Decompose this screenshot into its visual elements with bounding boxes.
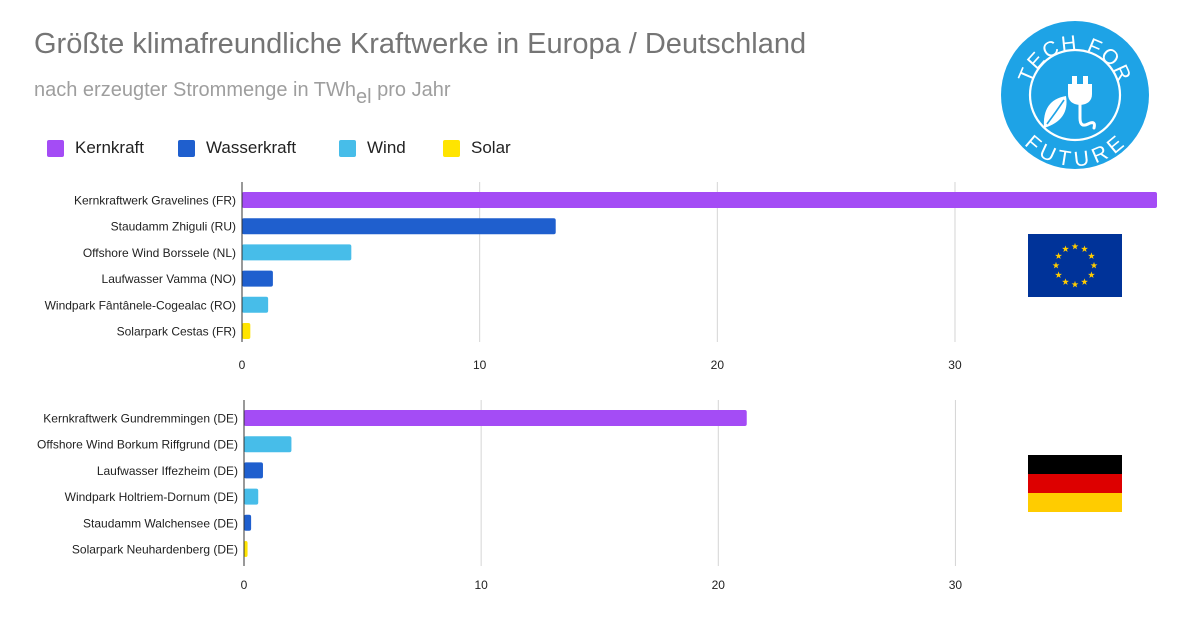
x-tick-label: 30 — [949, 578, 963, 592]
germany-flag-stripe-gold — [1028, 493, 1122, 512]
x-tick-label: 10 — [474, 578, 488, 592]
category-label: Solarpark Neuhardenberg (DE) — [72, 543, 238, 557]
eu-star — [1088, 252, 1095, 259]
bar — [244, 436, 292, 453]
bar — [244, 541, 248, 557]
bar — [242, 192, 1157, 208]
x-tick-label: 10 — [473, 358, 487, 372]
chart-title: Größte klimafreundliche Kraftwerke in Eu… — [34, 28, 807, 60]
legend-label-wind: Wind — [367, 138, 406, 157]
bar — [242, 244, 352, 261]
x-tick-label: 30 — [948, 358, 962, 372]
eu-star — [1062, 278, 1069, 285]
x-tick-label: 0 — [241, 578, 248, 592]
germany-flag-stripe-black — [1028, 455, 1122, 474]
eu-star — [1071, 242, 1079, 250]
legend-swatch-solar — [443, 140, 460, 157]
category-label: Solarpark Cestas (FR) — [117, 325, 236, 339]
eu-star — [1090, 261, 1098, 269]
legend-swatch-wind — [339, 140, 356, 157]
eu-star — [1081, 278, 1088, 285]
plug-leaf-icon — [1043, 76, 1096, 130]
bar — [244, 514, 252, 531]
bar — [242, 323, 251, 339]
bar — [244, 462, 263, 479]
eu-star — [1071, 280, 1079, 288]
bar — [242, 270, 273, 287]
bar — [242, 218, 556, 235]
logo-inner-ring — [1028, 48, 1122, 142]
germany-flag-stripe-red — [1028, 474, 1122, 493]
category-label: Offshore Wind Borssele (NL) — [83, 246, 236, 260]
eu-star — [1088, 271, 1095, 278]
eu-star — [1055, 271, 1062, 278]
x-tick-label: 0 — [239, 358, 246, 372]
category-label: Staudamm Zhiguli (RU) — [111, 220, 236, 234]
chart-subtitle: nach erzeugter Strommenge in TWhel pro J… — [34, 79, 451, 109]
category-label: Staudamm Walchensee (DE) — [83, 516, 238, 530]
legend-swatch-wasserkraft — [178, 140, 195, 157]
eu-star — [1081, 245, 1088, 252]
eu-flag-icon — [1028, 234, 1122, 297]
x-tick-label: 20 — [712, 578, 726, 592]
subtitle-main: nach erzeugter Strommenge in TWh — [34, 79, 357, 101]
eu-star — [1052, 261, 1060, 269]
legend-label-solar: Solar — [471, 138, 511, 157]
legend-label-wasserkraft: Wasserkraft — [206, 138, 297, 157]
category-label: Laufwasser Vamma (NO) — [102, 272, 236, 286]
subtitle-tail: pro Jahr — [371, 79, 451, 101]
bar — [244, 488, 259, 505]
category-label: Kernkraftwerk Gundremmingen (DE) — [43, 412, 238, 426]
x-tick-label: 20 — [711, 358, 725, 372]
tech-for-future-logo: TECH FOR FUTURE — [1001, 21, 1149, 170]
germany-flag-icon — [1028, 455, 1122, 512]
category-label: Windpark Holtriem-Dornum (DE) — [65, 490, 238, 504]
subtitle-subscript: el — [356, 86, 372, 108]
category-label: Kernkraftwerk Gravelines (FR) — [74, 194, 236, 208]
bar — [244, 410, 747, 426]
category-label: Offshore Wind Borkum Riffgrund (DE) — [37, 438, 238, 452]
legend-swatch-kernkraft — [47, 140, 64, 157]
bar — [242, 296, 269, 313]
category-label: Laufwasser Iffezheim (DE) — [97, 464, 238, 478]
legend-label-kernkraft: Kernkraft — [75, 138, 144, 157]
category-label: Windpark Fântânele-Cogealac (RO) — [45, 298, 236, 312]
eu-star — [1062, 245, 1069, 252]
eu-star — [1055, 252, 1062, 259]
